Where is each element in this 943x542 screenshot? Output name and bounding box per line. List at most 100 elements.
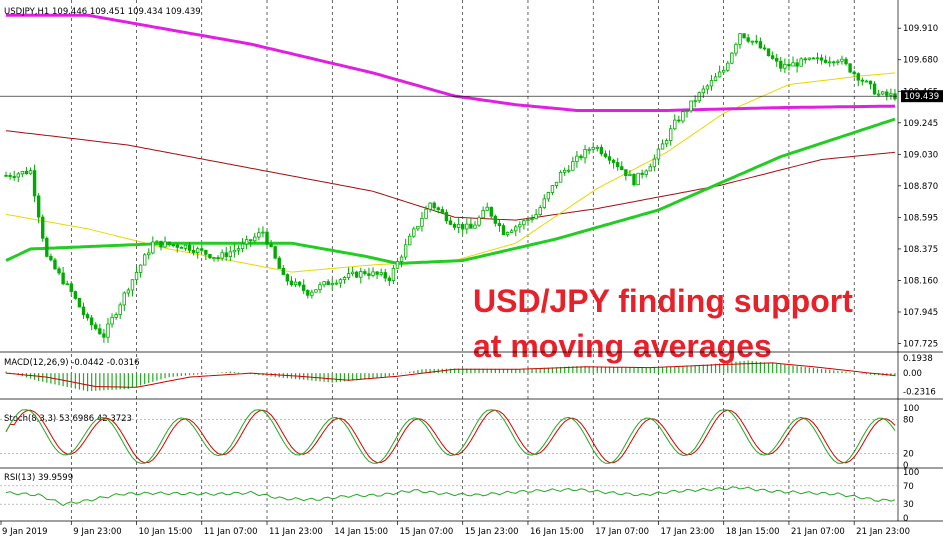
candle-body [770,55,775,59]
candle-body [334,282,339,285]
rsi-tick-label: 30 [903,500,914,510]
candle-body [558,171,563,183]
candle-body [403,244,408,258]
candle-body [481,209,485,219]
candle-body [187,244,192,251]
candle-body [49,256,53,261]
annotation-line-1: USD/JPY finding support [473,283,853,319]
candle-body [228,251,233,257]
price-tick-label: 108.870 [903,182,938,192]
stoch-signal-line [5,409,896,464]
candle-body [750,40,754,43]
candle-body [338,279,343,284]
candle-body [420,217,424,227]
stoch-tick-label: 20 [903,450,914,460]
candle-body [363,271,367,275]
candle-body [126,289,131,294]
candle-body [220,252,224,259]
candle-body [20,170,25,175]
ma-magenta-line [6,13,896,112]
candle-body [872,83,877,95]
candle-body [636,172,640,186]
candle-body [212,257,216,260]
price-tick-label: 109.910 [903,24,938,34]
candle-body [673,119,677,130]
candle-body [36,195,41,218]
candle-body [122,292,126,306]
candle-body [440,209,445,213]
time-tick-label: 14 Jan 15:00 [334,527,388,537]
rsi-label: RSI(13) 39.9599 [4,473,73,483]
time-tick-label: 9 Jan 23:00 [73,527,121,537]
candle-body [142,254,147,266]
candle-body [689,100,693,112]
candle-body [567,169,571,172]
candle-body [881,91,885,95]
candle-body [522,220,526,226]
time-tick-label: 18 Jan 15:00 [726,527,780,537]
candle-body [232,249,237,253]
stoch-tick-label: 80 [903,415,914,425]
candle-body [110,317,114,325]
candle-body [289,280,294,285]
rsi-pane: RSI(13) 39.9599 [0,473,897,507]
candle-body [399,256,404,262]
candle-body [762,47,767,50]
candle-body [526,219,530,222]
candle-body [32,170,37,197]
candle-body [456,223,461,228]
candle-body [310,291,314,296]
candle-body [395,261,400,269]
candle-body [383,272,387,279]
candle-body [477,217,481,226]
price-tick-label: 108.375 [903,245,938,255]
candle-body [685,110,689,113]
price-tick-label: 108.595 [903,213,938,223]
candle-body [705,85,710,90]
candle-body [216,257,220,260]
time-tick-label: 16 Jan 15:00 [530,527,584,537]
stoch-label: Stoch(8,3,3) 53.6986 42.3723 [4,414,132,424]
candle-body [261,231,265,234]
candle-body [318,284,322,291]
time-tick-label: 21 Jan 07:00 [791,527,845,537]
candle-body [505,232,510,236]
candle-body [69,283,73,292]
candle-body [367,273,371,276]
candle-body [775,58,779,62]
candle-body [779,60,783,69]
candle-body [493,215,498,224]
candle-body [575,155,579,163]
candle-body [257,232,261,238]
candle-body [860,79,865,82]
candle-body [461,223,465,230]
candle-body [587,148,591,151]
candle-body [73,291,78,299]
candle-body [277,257,281,269]
macd-label: MACD(12,26,9) -0.0442 -0.0316 [4,358,140,368]
candle-body [868,80,873,85]
candle-body [562,169,567,173]
vertical-grid [70,0,855,521]
candle-body [730,52,734,64]
ma-darkred-line [5,130,896,221]
symbol-header: USDJPY,H1 109.446 109.451 109.434 109.43… [4,7,201,17]
price-tick-label: 109.030 [903,150,938,160]
candle-body [746,37,750,42]
candle-body [497,222,502,227]
candle-body [571,161,575,171]
current-price-box: 109.439 [901,90,943,103]
candle-body [322,281,326,286]
candle-body [81,306,86,315]
price-tick-label: 109.245 [903,119,938,129]
candle-body [864,80,869,83]
candle-body [607,156,612,161]
candle-body [224,252,228,257]
rsi-tick-label: 0 [903,514,908,524]
candle-body [452,224,457,228]
price-tick-label: 107.945 [903,308,938,318]
candle-body [53,259,57,270]
time-tick-label: 11 Jan 07:00 [204,527,258,537]
